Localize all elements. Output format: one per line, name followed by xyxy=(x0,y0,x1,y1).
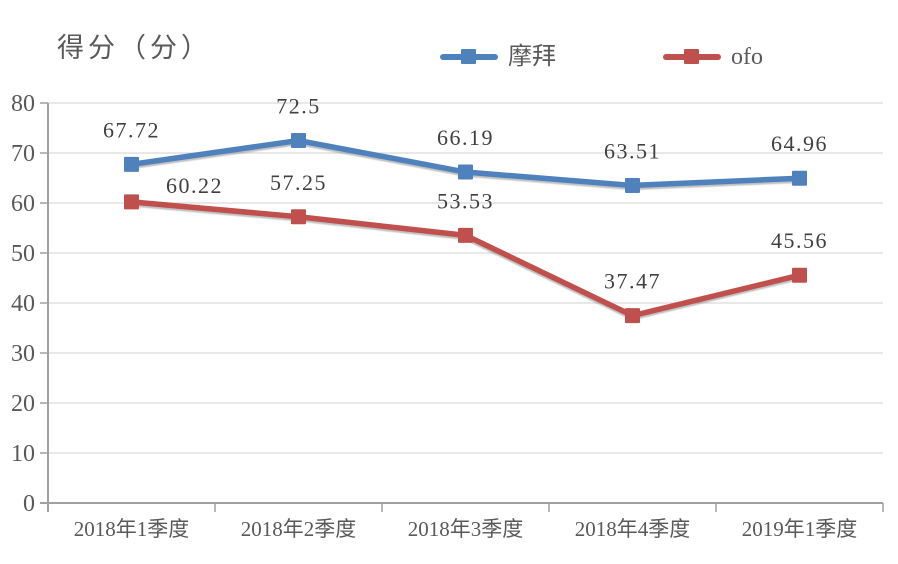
data-point-marker-mobike xyxy=(458,164,473,180)
data-point-marker-ofo xyxy=(625,308,640,324)
data-label-ofo: 57.25 xyxy=(270,170,327,195)
y-tick-label: 0 xyxy=(23,491,35,517)
data-point-marker-ofo xyxy=(458,227,473,243)
data-label-mobike: 72.5 xyxy=(276,94,321,119)
y-tick-label: 80 xyxy=(11,91,35,117)
data-label-mobike: 64.96 xyxy=(771,131,828,156)
legend-line-marker-mobike xyxy=(440,49,498,64)
legend-item-mobike: 摩拜 xyxy=(440,44,556,70)
x-tick-label: 2019年1季度 xyxy=(742,517,858,541)
data-label-mobike: 63.51 xyxy=(604,138,661,163)
legend-line-marker-ofo xyxy=(663,49,721,64)
data-point-marker-ofo xyxy=(124,194,139,210)
data-label-ofo: 53.53 xyxy=(437,188,494,213)
legend-item-ofo: ofo xyxy=(663,44,763,70)
data-label-ofo: 45.56 xyxy=(771,228,828,253)
y-tick-label: 50 xyxy=(11,241,35,267)
legend-label-mobike: 摩拜 xyxy=(508,44,556,70)
data-point-marker-ofo xyxy=(792,267,807,283)
x-tick-label: 2018年2季度 xyxy=(241,517,357,541)
y-tick-label: 40 xyxy=(11,291,35,317)
data-point-marker-mobike xyxy=(792,170,807,186)
y-tick-label: 30 xyxy=(11,341,35,367)
y-tick-label: 20 xyxy=(11,391,35,417)
chart-title: 得分（分） xyxy=(57,33,212,63)
legend-square-marker-ofo xyxy=(684,49,699,64)
y-tick-label: 60 xyxy=(11,191,35,217)
x-tick-label: 2018年4季度 xyxy=(575,517,691,541)
data-label-mobike: 67.72 xyxy=(103,117,160,142)
series-line-ofo xyxy=(131,199,801,319)
y-tick-label: 10 xyxy=(11,441,35,467)
legend-square-marker-mobike xyxy=(461,49,476,64)
data-label-ofo: 37.47 xyxy=(604,269,661,294)
x-tick-label: 2018年1季度 xyxy=(74,517,190,541)
data-label-ofo: 60.22 xyxy=(166,173,223,198)
data-label-mobike: 66.19 xyxy=(437,125,494,150)
x-tick-label: 2018年3季度 xyxy=(408,517,524,541)
data-point-marker-ofo xyxy=(291,209,306,225)
data-point-marker-mobike xyxy=(625,177,640,193)
y-tick-label: 70 xyxy=(11,141,35,167)
data-point-marker-mobike xyxy=(124,156,139,172)
data-point-marker-mobike xyxy=(291,133,306,148)
legend-label-ofo: ofo xyxy=(731,44,763,70)
